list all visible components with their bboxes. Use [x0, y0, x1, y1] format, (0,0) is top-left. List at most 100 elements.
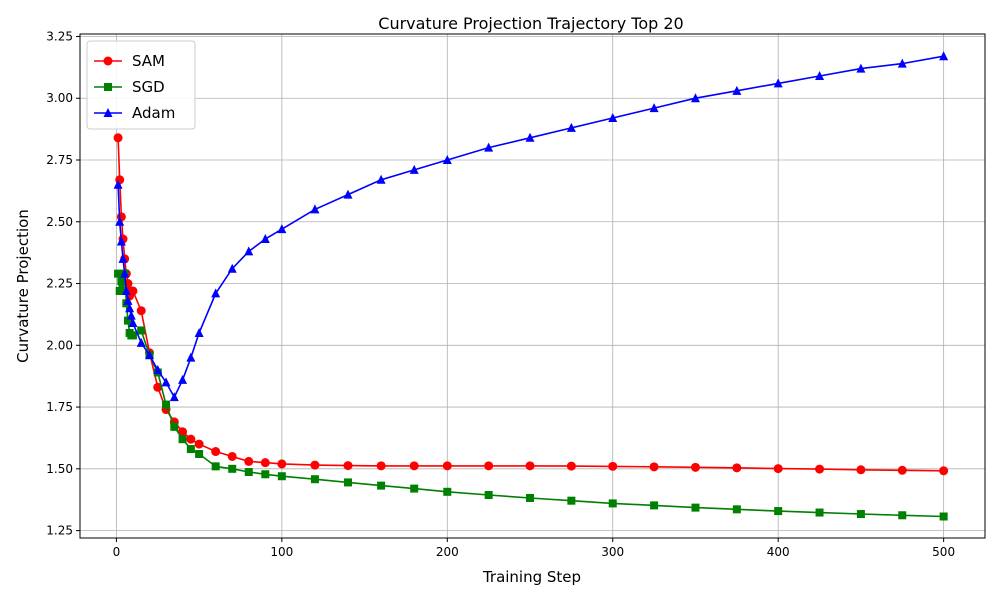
data-point-sam [649, 462, 659, 472]
x-tick-label: 400 [767, 545, 790, 559]
data-point-sgd [117, 277, 126, 286]
data-point-adam [277, 224, 287, 234]
data-point-sam [128, 286, 138, 296]
data-point-adam [566, 122, 576, 132]
data-point-sam [178, 427, 188, 437]
x-tick-label: 300 [601, 545, 624, 559]
data-point-adam [939, 51, 949, 61]
legend-item-adam: Adam [94, 104, 175, 122]
data-point-adam [244, 246, 254, 256]
y-tick-label: 1.50 [46, 462, 73, 476]
data-point-adam [144, 350, 154, 360]
data-point-sam [442, 461, 452, 471]
data-point-sgd [244, 468, 253, 477]
data-point-adam [897, 58, 907, 68]
data-point-adam [690, 93, 700, 103]
data-point-sam [409, 461, 419, 471]
data-point-sam [343, 461, 353, 471]
data-point-sgd [526, 493, 535, 502]
data-point-adam [121, 285, 131, 295]
x-tick-label: 500 [932, 545, 955, 559]
data-point-sam [136, 306, 146, 316]
data-point-sam [277, 459, 287, 469]
plot-frame [79, 33, 986, 539]
data-point-sgd [195, 450, 204, 458]
legend-item-sgd: SGD [94, 78, 165, 96]
data-point-adam [178, 374, 188, 384]
data-point-adam [186, 352, 196, 362]
data-point-adam [118, 253, 128, 263]
data-point-sgd [410, 484, 419, 493]
data-point-adam [608, 113, 618, 122]
data-point-sgd [128, 331, 137, 340]
data-point-sgd [186, 445, 195, 454]
data-point-sam [566, 461, 576, 471]
data-point-adam [211, 288, 221, 298]
data-point-sam [608, 461, 618, 471]
data-point-sgd [123, 316, 132, 325]
data-point-sgd [608, 499, 617, 508]
x-tick-label: 100 [270, 545, 293, 559]
data-point-sgd [170, 422, 179, 431]
data-point-sam [897, 465, 907, 475]
data-point-sam [773, 464, 783, 474]
data-point-adam [856, 63, 866, 73]
data-point-sam [211, 447, 221, 457]
data-point-sgd [898, 511, 907, 520]
data-point-sam [815, 464, 825, 474]
data-point-adam [125, 303, 135, 313]
legend-box [86, 40, 196, 130]
y-tick-label: 1.75 [46, 400, 73, 414]
data-point-sgd [162, 400, 171, 409]
data-point-adam [649, 103, 659, 113]
data-point-sam [186, 434, 196, 444]
data-point-sgd [137, 326, 146, 335]
data-point-sgd [377, 481, 386, 490]
y-tick-label: 1.25 [46, 524, 73, 538]
data-point-adam [120, 268, 130, 278]
axis-ticks: 0 100 200 300 400 500 1.25 1.50 1.75 2.00 2.25 2.50… [46, 29, 955, 559]
data-point-sam [525, 461, 535, 471]
data-point-sgd [650, 501, 659, 510]
data-point-adam [113, 179, 123, 189]
data-point-sgd [815, 508, 824, 517]
legend-label-adam: Adam [132, 104, 175, 122]
data-point-sam [856, 465, 866, 475]
data-point-sgd [939, 512, 948, 521]
data-point-adam [136, 337, 146, 347]
y-tick-label: 3.25 [46, 29, 73, 43]
data-point-sam [194, 439, 204, 449]
y-tick-label: 2.50 [46, 215, 73, 229]
data-point-adam [260, 234, 270, 244]
data-point-sgd [228, 464, 237, 473]
legend-marker-adam [103, 108, 113, 117]
data-point-adam [227, 263, 237, 273]
data-point-sam [310, 460, 320, 470]
data-point-adam [773, 78, 783, 88]
series-layer [113, 51, 949, 521]
data-point-sam [732, 463, 742, 473]
data-point-adam [343, 189, 353, 199]
series-adam [113, 51, 949, 402]
x-tick-label: 0 [113, 545, 121, 559]
data-point-adam [116, 236, 126, 246]
data-point-sgd [484, 491, 493, 500]
data-point-adam [525, 132, 535, 142]
legend-label-sgd: SGD [132, 78, 165, 96]
y-tick-label: 3.00 [46, 91, 73, 105]
chart-title: Curvature Projection Trajectory Top 20 [378, 14, 683, 33]
data-point-sam [113, 133, 123, 143]
data-point-sam [244, 456, 254, 466]
legend-label-sam: SAM [132, 52, 165, 70]
data-point-sgd [261, 470, 270, 479]
legend-marker-sam [103, 56, 113, 66]
data-point-sgd [114, 269, 123, 278]
data-point-sgd [856, 510, 865, 519]
data-point-adam [442, 155, 452, 164]
data-point-sgd [277, 472, 286, 481]
y-tick-label: 2.75 [46, 153, 73, 167]
data-point-sgd [567, 496, 576, 505]
data-point-adam [376, 174, 386, 184]
data-point-sgd [211, 462, 220, 471]
